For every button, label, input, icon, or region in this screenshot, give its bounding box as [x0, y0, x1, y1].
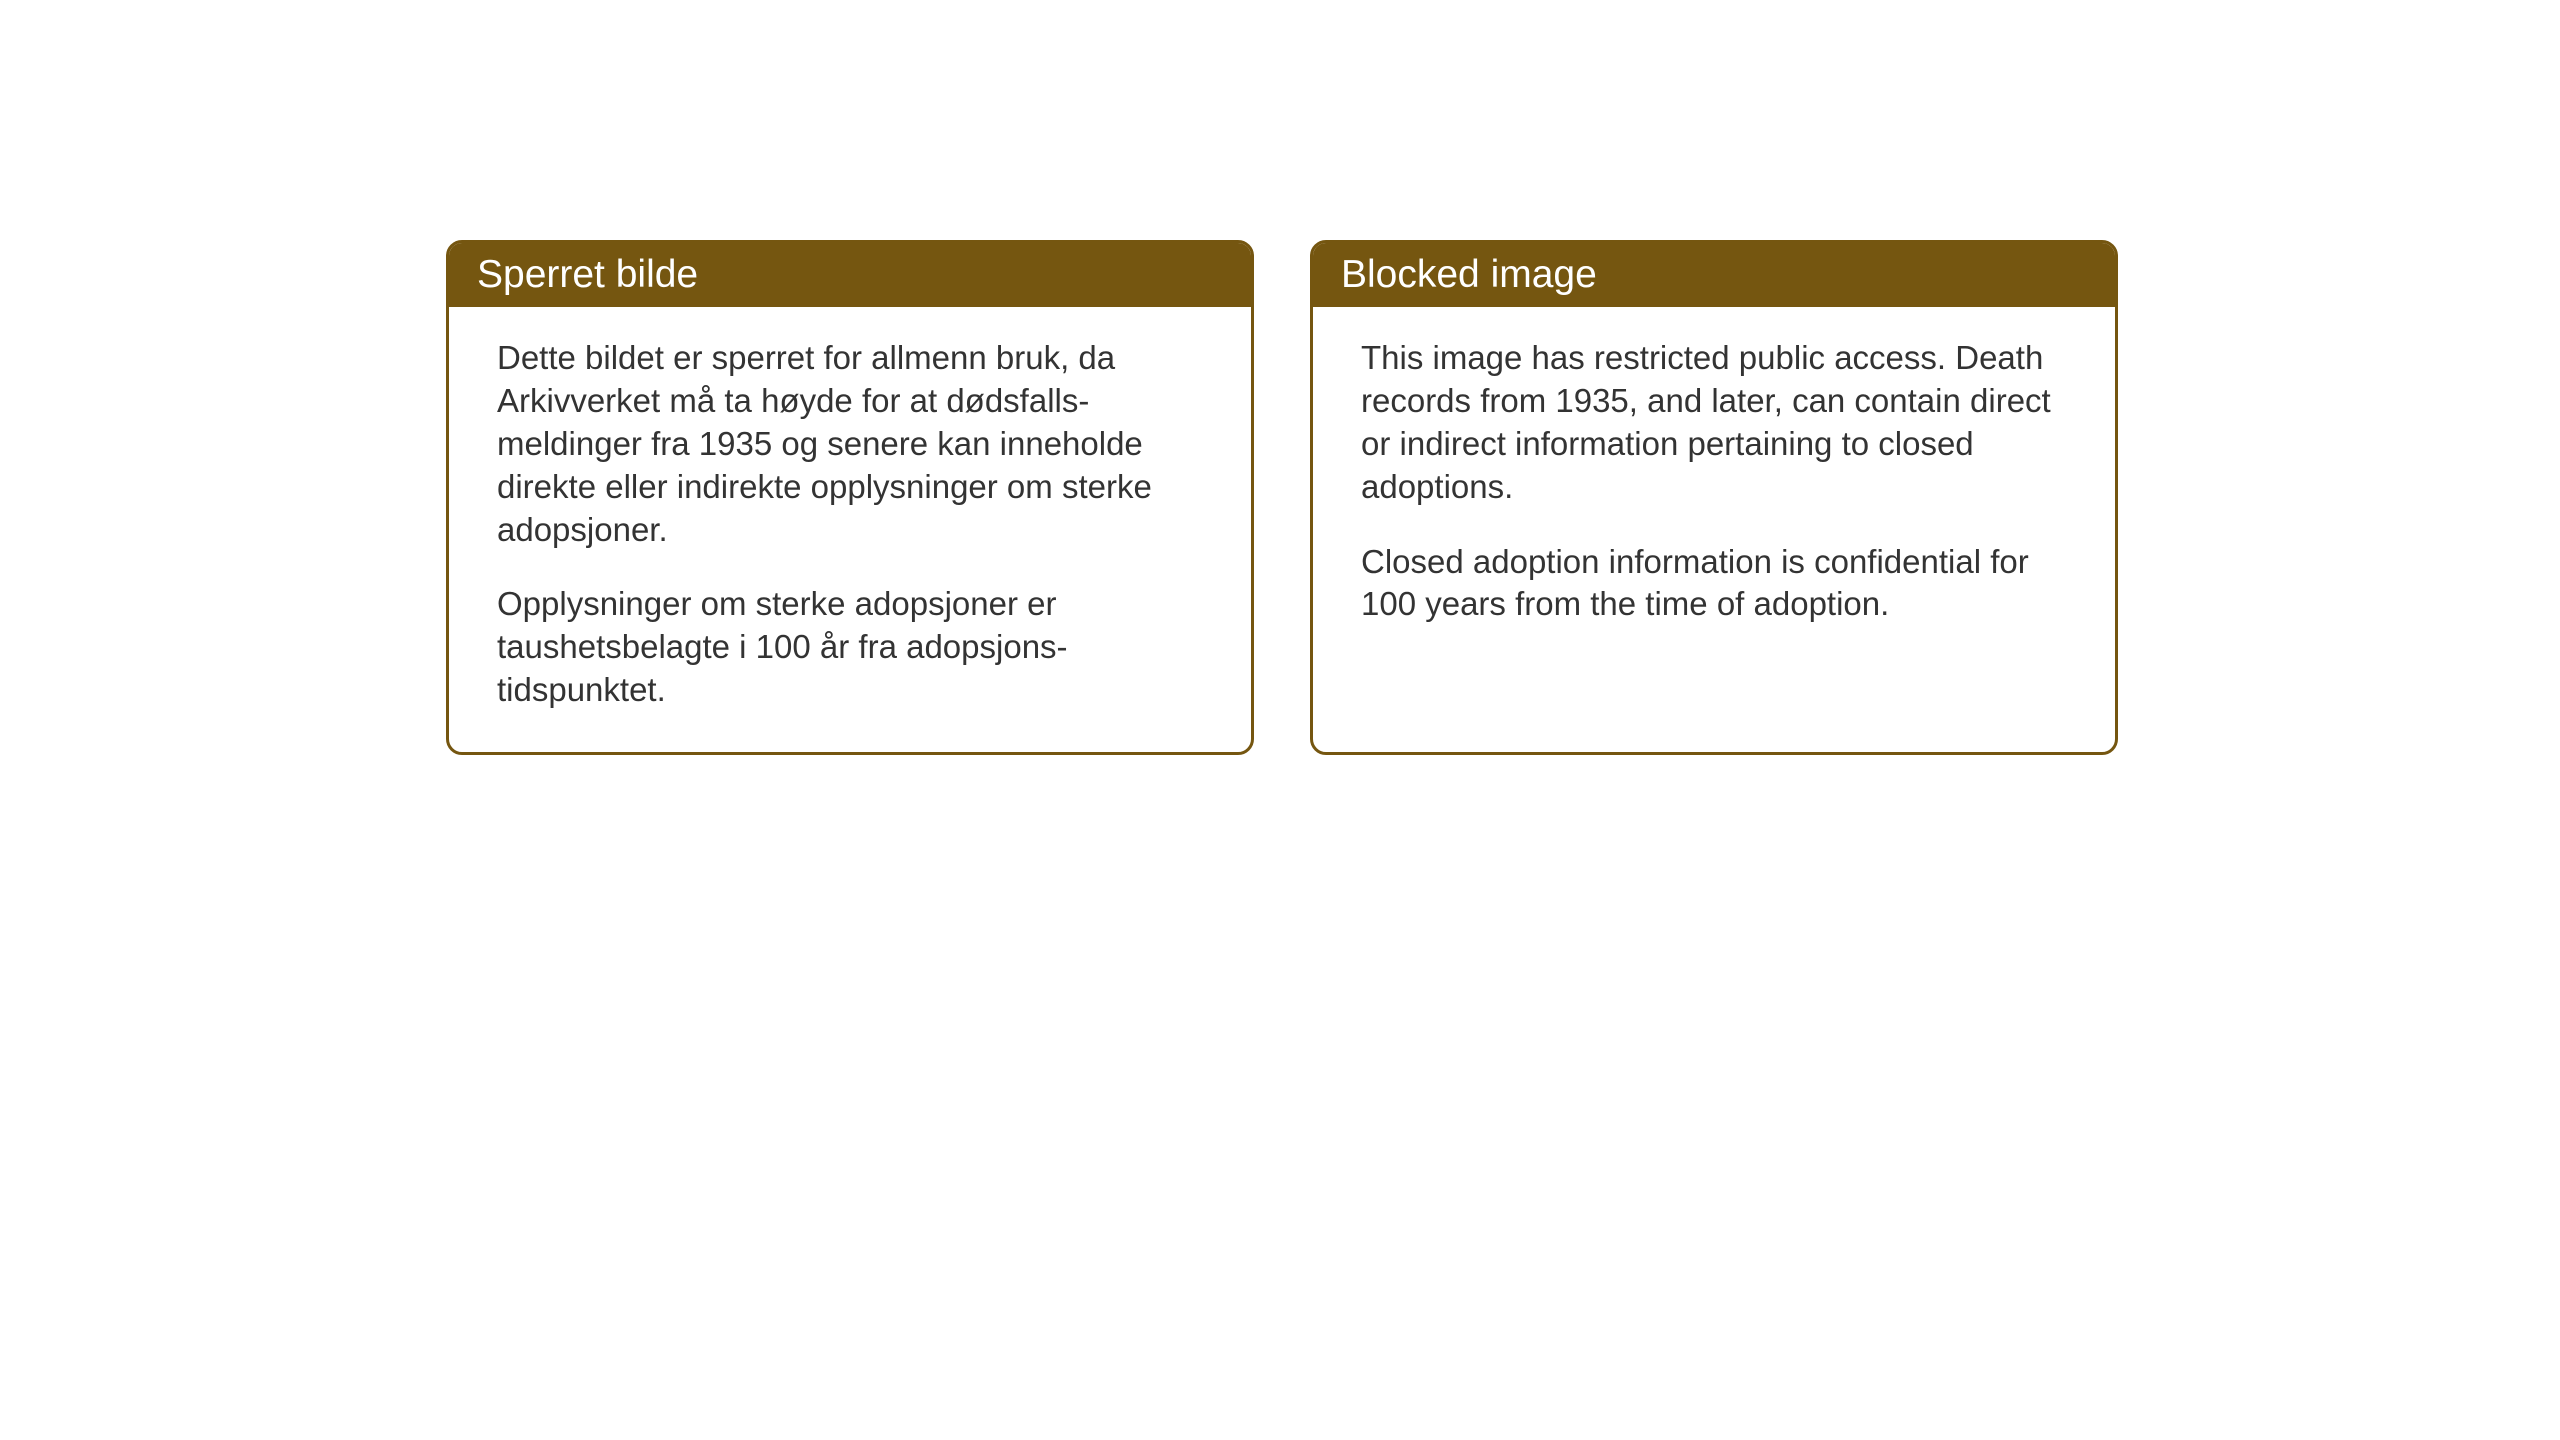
card-norwegian-body: Dette bildet er sperret for allmenn bruk…	[449, 307, 1251, 752]
card-norwegian-title: Sperret bilde	[477, 253, 698, 296]
card-english-body: This image has restricted public access.…	[1313, 307, 2115, 666]
cards-container: Sperret bilde Dette bildet er sperret fo…	[446, 240, 2118, 755]
card-english-paragraph-2: Closed adoption information is confident…	[1361, 541, 2067, 627]
card-norwegian-paragraph-2: Opplysninger om sterke adopsjoner er tau…	[497, 583, 1203, 712]
card-norwegian: Sperret bilde Dette bildet er sperret fo…	[446, 240, 1254, 755]
card-norwegian-header: Sperret bilde	[449, 243, 1251, 307]
card-norwegian-paragraph-1: Dette bildet er sperret for allmenn bruk…	[497, 337, 1203, 551]
card-english: Blocked image This image has restricted …	[1310, 240, 2118, 755]
card-english-paragraph-1: This image has restricted public access.…	[1361, 337, 2067, 509]
card-english-header: Blocked image	[1313, 243, 2115, 307]
card-english-title: Blocked image	[1341, 253, 1597, 296]
